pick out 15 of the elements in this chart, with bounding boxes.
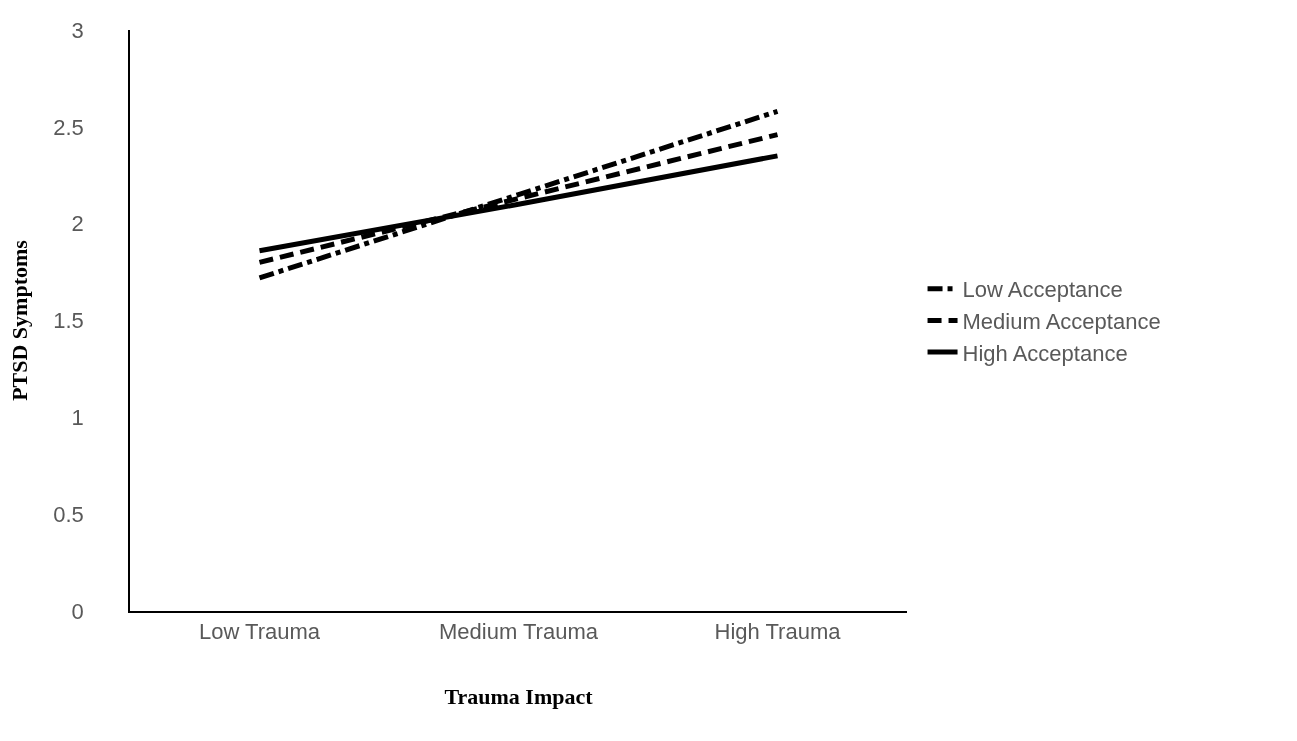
x-tick-label: Medium Trauma [439, 619, 599, 645]
y-tick-label: 0.5 [53, 501, 84, 527]
legend-label: High Acceptance [962, 340, 1128, 366]
legend-label: Low Acceptance [962, 277, 1123, 303]
y-tick-label: 2 [71, 211, 84, 237]
x-tick-label: High Trauma [714, 619, 842, 645]
y-tick-label: 3 [71, 17, 84, 43]
x-axis-title: Trauma Impact [444, 683, 594, 709]
y-tick-label: 1.5 [53, 308, 84, 334]
y-axis-title: PTSD Symptoms [6, 239, 32, 401]
legend-label: Medium Acceptance [962, 308, 1161, 334]
y-tick-label: 0 [71, 598, 84, 624]
x-tick-label: Low Trauma [198, 619, 321, 645]
y-tick-label: 1 [71, 405, 84, 431]
y-tick-label: 2.5 [53, 114, 84, 140]
